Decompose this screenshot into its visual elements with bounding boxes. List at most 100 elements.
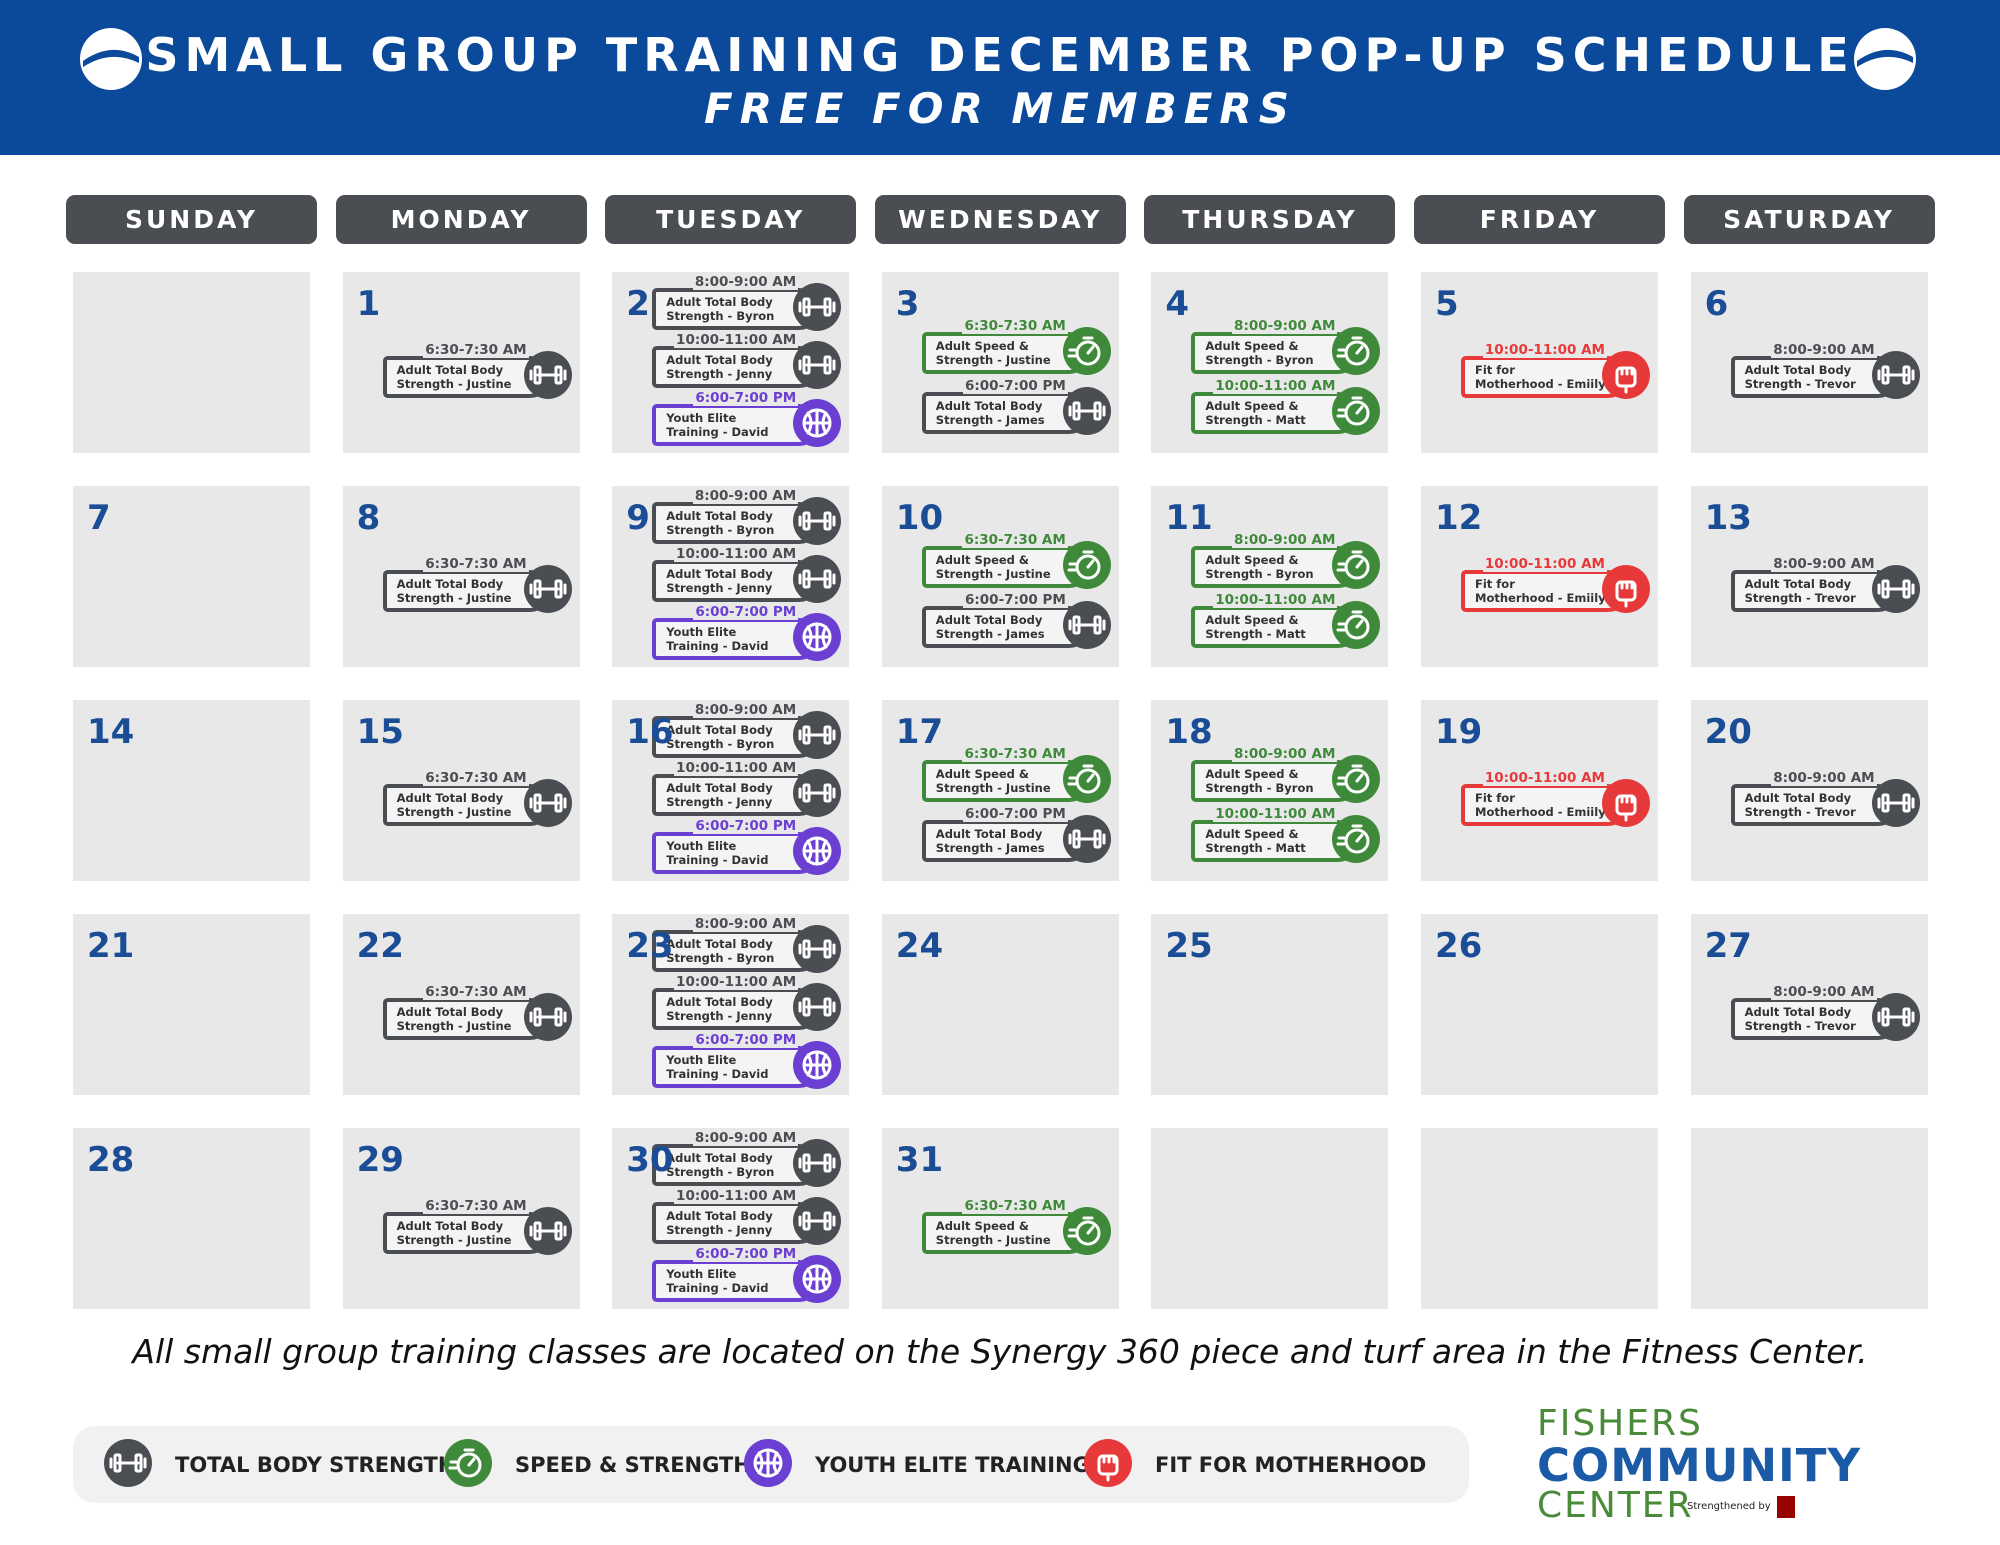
day-cell: 6 Adult Total Body Strength - Trevor 8:00-9… <box>1690 272 1928 453</box>
day-cell: 26 <box>1421 914 1658 1095</box>
icon-svg <box>1871 351 1920 399</box>
event-pill: Adult Total Body Strength - James <box>921 392 1090 434</box>
icon <box>523 778 573 828</box>
icon-glyph <box>533 1007 542 1027</box>
icon-svg <box>793 925 842 973</box>
icon <box>792 1196 842 1246</box>
event-line: Strength - Matt <box>1205 413 1306 427</box>
icon-glyph <box>823 511 832 531</box>
icon-glyph <box>802 725 811 745</box>
icon-svg <box>793 1197 842 1245</box>
event-pill: Adult Total Body Strength - Byron <box>652 502 821 544</box>
event-line: Strength - Jenny <box>666 367 773 381</box>
event: Adult Total Body Strength - Jenny 10:00-11… <box>652 546 842 603</box>
title: SMALL GROUP TRAINING DECEMBER POP-UP SCH… <box>145 28 1855 82</box>
event-time: 6:00-7:00 PM <box>693 390 799 406</box>
event-line: Adult Speed & <box>935 1219 1029 1233</box>
icon <box>1871 564 1921 614</box>
event-line: Strength - Jenny <box>666 1223 773 1237</box>
logo-text: FISHERS <box>1537 1403 1703 1444</box>
event: Adult Total Body Strength - James 6:00-7:0… <box>921 806 1112 863</box>
event: Adult Total Body Strength - Jenny 10:00-11… <box>652 1188 842 1246</box>
event-line: Adult Total Body <box>396 1219 504 1233</box>
icon <box>792 496 842 546</box>
event: Adult Total Body Strength - James 6:00-7:0… <box>921 592 1112 649</box>
event-line: Adult Total Body <box>1744 363 1852 377</box>
event-line: Adult Total Body <box>666 723 773 737</box>
event-pill: Adult Total Body Strength - Justine <box>382 784 551 826</box>
event: Adult Total Body Strength - Justine 6:30-7… <box>382 342 573 399</box>
icon <box>103 1438 157 1492</box>
icon-glyph <box>113 1453 122 1473</box>
event-line: Youth Elite <box>666 1267 737 1281</box>
legend-item: TOTAL BODY STRENGTH <box>103 1438 455 1492</box>
event: Fit for Motherhood - Emiily 10:00-11:00 AM <box>1461 342 1651 399</box>
icon <box>523 992 573 1042</box>
event-line: Adult Total Body <box>1744 1005 1852 1019</box>
event: Adult Speed & Strength - Matt 10:00-11:00 … <box>1191 806 1381 863</box>
event-time: 6:30-7:30 AM <box>962 318 1068 334</box>
day-cell: 9 Adult Total Body Strength - Byron 8:00-9:… <box>612 486 850 667</box>
date-number: 23 <box>626 926 674 966</box>
day-cell: 23 Adult Total Body Strength - Byron 8:00-9… <box>612 914 850 1095</box>
event-time: 6:00-7:00 PM <box>693 1032 799 1048</box>
event-text: Youth Elite Training - David <box>666 411 768 439</box>
event-line: Adult Total Body <box>935 399 1043 413</box>
icon-glyph <box>554 1007 563 1027</box>
event-time: 6:00-7:00 PM <box>693 818 799 834</box>
icon-glyph <box>802 355 811 375</box>
event-line: Adult Speed & <box>935 767 1029 781</box>
event-line: Strength - Justine <box>935 1233 1051 1247</box>
event-line: Strength - Byron <box>1205 567 1314 581</box>
brand-logo: FISHERS COMMUNITY CENTER Strengthened by <box>1537 1403 1860 1526</box>
event-pill: Adult Speed & Strength - Byron <box>1191 760 1360 802</box>
icon-glyph <box>802 997 811 1017</box>
date-number: 10 <box>895 498 944 538</box>
event-time: 10:00-11:00 AM <box>1482 342 1607 358</box>
icon-svg <box>444 1439 492 1487</box>
event-time: 8:00-9:00 AM <box>692 274 799 290</box>
event-text: Adult Speed & Strength - Matt <box>1205 399 1305 427</box>
event-text: Adult Speed & Strength - Justine <box>936 1219 1051 1247</box>
event-time: 8:00-9:00 AM <box>692 702 799 718</box>
icon-glyph <box>1086 559 1095 569</box>
event-time: 6:00-7:00 PM <box>963 806 1068 822</box>
event-line: Strength - Trevor <box>1744 1019 1856 1033</box>
icon-glyph <box>1086 1225 1095 1235</box>
icon-glyph <box>806 625 813 649</box>
icon-svg <box>523 351 572 399</box>
event: Adult Total Body Strength - Jenny 10:00-11… <box>652 332 842 390</box>
event-line: Strength - Byron <box>1205 781 1314 795</box>
icon-svg <box>793 1041 842 1089</box>
event-text: Adult Total Body Strength - Byron <box>666 295 774 323</box>
event: Youth Elite Training - David 6:00-7:00 PM <box>652 1032 842 1089</box>
day-cell: 3 Adult Speed & Strength - Justine 6:30-7:3… <box>881 272 1119 453</box>
event: Adult Total Body Strength - Trevor 8:00-9:… <box>1730 770 1921 827</box>
icon-glyph <box>1881 365 1890 385</box>
icon-glyph <box>1075 768 1101 794</box>
date-number: 1 <box>356 284 381 324</box>
icon-glyph <box>802 1211 811 1231</box>
icon <box>792 768 842 818</box>
event-line: Fit for <box>1475 363 1515 377</box>
icon <box>792 826 842 876</box>
event-pill: Youth Elite Training - David <box>652 1260 821 1302</box>
date-number: 13 <box>1704 498 1752 538</box>
day-cell <box>1151 1128 1389 1309</box>
icon <box>1062 1206 1112 1256</box>
event-line: Adult Total Body <box>666 353 773 367</box>
event-text: Adult Total Body Strength - James <box>936 399 1045 427</box>
event-time: 10:00-11:00 AM <box>674 546 799 562</box>
icon-svg <box>793 399 842 447</box>
icon-glyph <box>1902 793 1911 813</box>
icon <box>792 340 842 390</box>
icon <box>792 612 842 662</box>
icon-svg <box>793 1255 842 1303</box>
event-line: Fit for <box>1475 577 1515 591</box>
icon-glyph <box>1072 829 1081 849</box>
icon-glyph <box>802 1153 811 1173</box>
legend-label: YOUTH ELITE TRAINING <box>815 1453 1090 1477</box>
day-cell: 20 Adult Total Body Strength - Trevor 8:00-… <box>1690 700 1928 881</box>
event-pill: Adult Total Body Strength - Byron <box>652 1144 821 1186</box>
